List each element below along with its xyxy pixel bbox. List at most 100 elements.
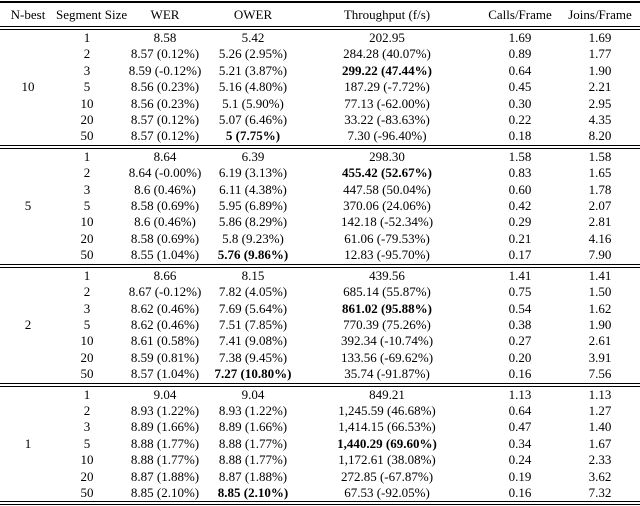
throughput-cell: 77.13 (-62.00%) bbox=[344, 95, 430, 111]
wer-cell: 8.57 (0.12%) bbox=[130, 128, 200, 144]
wer-cell: 8.59 (-0.12%) bbox=[128, 62, 202, 78]
table-row: 10 8.61 (0.58%) 7.41 (9.08%) 392.34 (-10.74… bbox=[0, 333, 640, 349]
wer-cell: 8.62 (0.46%) bbox=[130, 316, 200, 332]
throughput-cell: 1,172.61 (38.08%) bbox=[338, 452, 436, 468]
segment-size-cell: 1 bbox=[56, 382, 118, 403]
ower-cell: 8.89 (1.66%) bbox=[218, 419, 288, 435]
calls-frame-cell: 0.47 bbox=[508, 419, 532, 435]
joins-frame-cell: 1.65 bbox=[588, 165, 612, 181]
joins-frame-cell: 3.91 bbox=[588, 349, 612, 365]
ower-cell: 5.16 (4.80%) bbox=[218, 79, 288, 95]
segment-size-cell: 2 bbox=[83, 165, 91, 181]
calls-frame-cell: 1.58 bbox=[480, 144, 560, 166]
throughput-cell: 770.39 (75.26%) bbox=[343, 316, 431, 332]
ower-cell: 8.85 (2.10%) bbox=[217, 484, 289, 500]
table-row: 20 8.87 (1.88%) 8.87 (1.88%) 272.85 (-67.87… bbox=[0, 469, 640, 485]
ower-cell: 8.93 (1.22%) bbox=[218, 402, 288, 418]
column-header-wer: WER bbox=[118, 2, 212, 30]
throughput-cell: 455.42 (52.67%) bbox=[342, 165, 432, 181]
table-row: 5 8.58 (0.69%) 5.95 (6.89%) 370.06 (24.06%)… bbox=[0, 198, 640, 214]
ower-cell: 5.1 (5.90%) bbox=[222, 95, 284, 111]
column-header-throughput: Throughput (f/s) bbox=[294, 2, 480, 30]
wer-cell: 9.04 bbox=[118, 382, 212, 403]
calls-frame-cell: 0.24 bbox=[508, 452, 532, 468]
table-row: 3 8.59 (-0.12%) 5.21 (3.87%) 299.22 (47.44%… bbox=[0, 63, 640, 79]
calls-frame-cell: 0.54 bbox=[508, 300, 532, 316]
throughput-cell: 67.53 (-92.05%) bbox=[344, 484, 430, 500]
joins-frame-cell: 2.81 bbox=[588, 214, 612, 230]
throughput-cell: 849.21 bbox=[294, 382, 480, 403]
joins-frame-cell: 1.27 bbox=[588, 402, 612, 418]
wer-cell: 8.88 (1.77%) bbox=[130, 452, 200, 468]
joins-frame-cell: 1.67 bbox=[588, 435, 612, 451]
calls-frame-cell: 0.45 bbox=[508, 79, 532, 95]
table-row: 50 8.57 (0.12%) 5 (7.75%) 7.30 (-96.40%) 0.1… bbox=[0, 128, 640, 146]
ower-cell: 5.07 (6.46%) bbox=[218, 112, 288, 128]
calls-frame-cell: 0.30 bbox=[508, 95, 532, 111]
calls-frame-cell: 0.17 bbox=[508, 247, 532, 263]
joins-frame-cell: 2.33 bbox=[588, 452, 612, 468]
table-row: 2 8.67 (-0.12%) 7.82 (4.05%) 685.14 (55.87%… bbox=[0, 284, 640, 300]
throughput-cell: 35.74 (-91.87%) bbox=[344, 366, 430, 382]
ower-cell: 5.21 (3.87%) bbox=[218, 62, 288, 78]
segment-size-cell: 20 bbox=[80, 230, 94, 246]
throughput-cell: 370.06 (24.06%) bbox=[343, 198, 431, 214]
throughput-cell: 861.02 (95.88%) bbox=[342, 300, 432, 316]
wer-cell: 8.66 bbox=[118, 263, 212, 285]
table-body: 10 1 8.58 5.42 202.95 1.69 1.69 2 8.57 (0.12%) 5.… bbox=[0, 28, 640, 504]
ower-cell: 9.04 bbox=[212, 382, 294, 403]
ower-cell: 7.82 (4.05%) bbox=[218, 284, 288, 300]
table-row: 2 8.93 (1.22%) 8.93 (1.22%) 1,245.59 (46.68… bbox=[0, 403, 640, 419]
calls-frame-cell: 0.29 bbox=[508, 214, 532, 230]
segment-size-cell: 1 bbox=[56, 263, 118, 285]
ower-cell: 7.41 (9.08%) bbox=[218, 333, 288, 349]
wer-cell: 8.64 bbox=[118, 144, 212, 166]
segment-size-cell: 10 bbox=[80, 95, 94, 111]
throughput-cell: 284.28 (40.07%) bbox=[343, 46, 431, 62]
joins-frame-cell: 1.78 bbox=[588, 181, 612, 197]
calls-frame-cell: 0.64 bbox=[508, 402, 532, 418]
throughput-cell: 187.29 (-7.72%) bbox=[344, 79, 430, 95]
segment-size-cell: 2 bbox=[83, 46, 91, 62]
table-row: 2 8.64 (-0.00%) 6.19 (3.13%) 455.42 (52.67%… bbox=[0, 165, 640, 181]
wer-cell: 8.64 (-0.00%) bbox=[128, 165, 202, 181]
joins-frame-cell: 1.41 bbox=[560, 263, 640, 285]
joins-frame-cell: 2.95 bbox=[588, 95, 612, 111]
n-best-cell: 5 bbox=[0, 144, 56, 266]
table-row: 50 8.55 (1.04%) 5.76 (9.86%) 12.83 (-95.70%… bbox=[0, 247, 640, 265]
ower-cell: 8.88 (1.77%) bbox=[218, 435, 288, 451]
joins-frame-cell: 4.16 bbox=[588, 230, 612, 246]
table-row: 3 8.6 (0.46%) 6.11 (4.38%) 447.58 (50.04%) 0… bbox=[0, 182, 640, 198]
table-row: 10 8.6 (0.46%) 5.86 (8.29%) 142.18 (-52.34%… bbox=[0, 214, 640, 230]
throughput-cell: 133.56 (-69.62%) bbox=[340, 349, 434, 365]
calls-frame-cell: 0.34 bbox=[508, 435, 532, 451]
throughput-cell: 142.18 (-52.34%) bbox=[340, 214, 434, 230]
table-row: 5 8.62 (0.46%) 7.51 (7.85%) 770.39 (75.26%)… bbox=[0, 317, 640, 333]
joins-frame-cell: 2.21 bbox=[588, 79, 612, 95]
throughput-cell: 12.83 (-95.70%) bbox=[344, 247, 430, 263]
calls-frame-cell: 0.83 bbox=[508, 165, 532, 181]
throughput-cell: 1,414.15 (66.53%) bbox=[338, 419, 436, 435]
joins-frame-cell: 1.90 bbox=[588, 316, 612, 332]
table-row: 5 1 8.64 6.39 298.30 1.58 1.58 bbox=[0, 144, 640, 266]
wer-cell: 8.6 (0.46%) bbox=[134, 214, 196, 230]
calls-frame-cell: 0.19 bbox=[508, 468, 532, 484]
segment-size-cell: 5 bbox=[83, 316, 91, 332]
calls-frame-cell: 1.41 bbox=[480, 263, 560, 285]
segment-size-cell: 20 bbox=[80, 468, 94, 484]
column-header-ower: OWER bbox=[212, 2, 294, 30]
table-row: 3 8.89 (1.66%) 8.89 (1.66%) 1,414.15 (66.53… bbox=[0, 419, 640, 435]
ower-cell: 5.86 (8.29%) bbox=[218, 214, 288, 230]
joins-frame-cell: 1.77 bbox=[588, 46, 612, 62]
segment-size-cell: 3 bbox=[83, 181, 91, 197]
calls-frame-cell: 1.13 bbox=[480, 382, 560, 403]
calls-frame-cell: 0.38 bbox=[508, 316, 532, 332]
segment-size-cell: 5 bbox=[83, 435, 91, 451]
column-header-n-best: N-best bbox=[0, 2, 56, 30]
joins-frame-cell: 7.90 bbox=[588, 247, 612, 263]
calls-frame-cell: 0.42 bbox=[508, 198, 532, 214]
wer-cell: 8.67 (-0.12%) bbox=[128, 284, 202, 300]
joins-frame-cell: 8.20 bbox=[588, 128, 612, 144]
